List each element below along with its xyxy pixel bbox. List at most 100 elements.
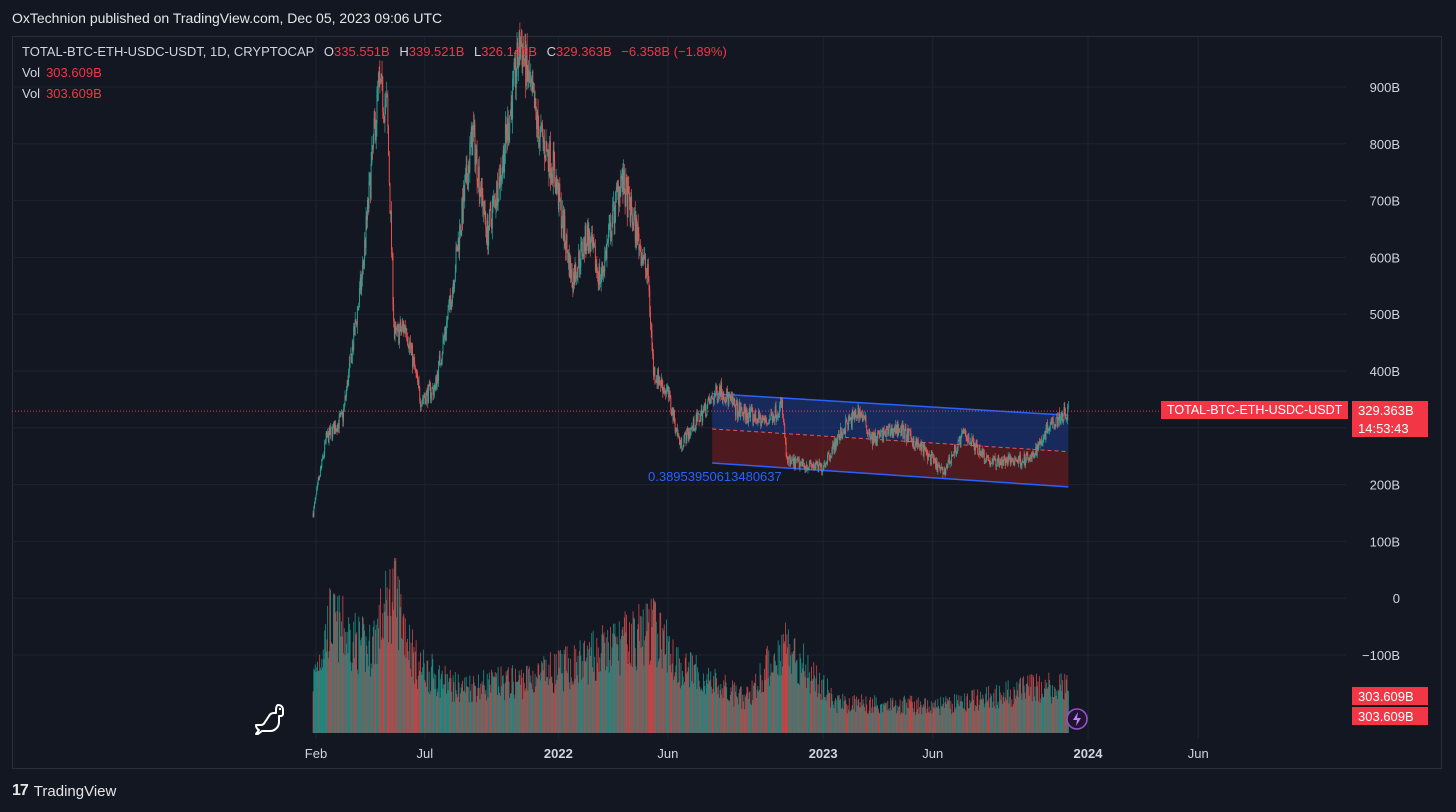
candle-body xyxy=(534,98,536,109)
candle-body xyxy=(570,257,572,280)
candle-body xyxy=(703,409,704,413)
volume-bar xyxy=(1033,676,1035,733)
candle-body xyxy=(342,413,344,422)
volume-bar xyxy=(703,680,705,733)
volume-bar xyxy=(980,691,982,733)
volume-bar xyxy=(340,621,342,733)
candle-body xyxy=(407,342,409,347)
lightning-icon[interactable] xyxy=(1065,707,1089,736)
volume-bar xyxy=(781,635,783,733)
candle-body xyxy=(543,140,545,143)
volume-bar xyxy=(875,697,877,733)
candle-body xyxy=(701,409,703,422)
volume-bar xyxy=(956,699,958,733)
candle-body xyxy=(453,283,455,289)
volume-bar xyxy=(412,652,414,733)
volume-bar xyxy=(986,701,988,733)
volume-bar xyxy=(658,658,660,733)
volume-bar xyxy=(782,634,784,733)
volume-bar xyxy=(816,696,818,733)
volume-bar xyxy=(524,691,526,733)
volume-bar xyxy=(356,669,358,733)
volume-bar xyxy=(361,616,363,733)
candle-body xyxy=(652,345,654,355)
candle-body xyxy=(835,438,837,450)
volume-bar xyxy=(880,704,881,733)
candle-body xyxy=(741,408,743,414)
volume-bar xyxy=(1054,686,1056,733)
volume-bar xyxy=(946,698,948,733)
volume-bar xyxy=(971,690,973,733)
candle-body xyxy=(932,454,934,458)
candle-body xyxy=(379,74,381,81)
volume-bar xyxy=(546,677,548,733)
volume-bar xyxy=(570,677,572,733)
candle-body xyxy=(848,416,850,421)
volume-bar xyxy=(314,664,316,733)
volume-bar xyxy=(485,690,487,733)
candle-body xyxy=(589,244,591,252)
volume-bar xyxy=(964,710,966,733)
candle-body xyxy=(1028,457,1030,461)
candle-body xyxy=(521,45,523,67)
volume-bar xyxy=(983,707,985,733)
candle-body xyxy=(729,395,731,397)
candle-body xyxy=(734,398,736,407)
candle-body xyxy=(544,140,546,158)
candle-body xyxy=(1007,455,1009,465)
volume-bar xyxy=(513,694,515,733)
volume-bar xyxy=(789,644,791,733)
candle-body xyxy=(959,436,961,445)
volume-bar xyxy=(340,636,342,733)
volume-bar xyxy=(369,624,371,733)
candle-body xyxy=(853,412,855,416)
volume-bar xyxy=(577,656,579,733)
candle-body xyxy=(377,86,379,90)
volume-bar xyxy=(744,709,746,733)
candle-body xyxy=(663,387,664,393)
candle-body xyxy=(767,423,769,425)
volume-bar xyxy=(1013,687,1015,733)
volume-bar xyxy=(717,694,719,733)
chart-frame[interactable] xyxy=(12,36,1442,769)
volume-bar xyxy=(620,639,622,733)
candle-body xyxy=(446,321,448,334)
volume-bar xyxy=(954,694,955,733)
volume-bar xyxy=(948,699,950,733)
candle-body xyxy=(335,428,337,432)
candle-body xyxy=(585,225,587,251)
candle-body xyxy=(974,446,976,451)
volume-bar xyxy=(848,698,850,733)
candle-body xyxy=(334,425,336,435)
volume-bar xyxy=(1017,696,1019,733)
candle-body xyxy=(609,222,611,225)
volume-bar xyxy=(796,659,798,733)
volume-bar xyxy=(707,683,709,733)
candle-body xyxy=(782,414,784,420)
volume-bar xyxy=(813,662,815,733)
candle-body xyxy=(968,437,970,445)
volume-bar xyxy=(844,696,846,733)
volume-bar xyxy=(438,669,440,733)
candle-body xyxy=(480,178,482,197)
volume-bar xyxy=(775,665,777,733)
volume-bar xyxy=(928,706,930,733)
volume-bar xyxy=(607,629,609,733)
candle-body xyxy=(613,201,614,205)
candle-body xyxy=(816,461,818,464)
volume-bar xyxy=(631,666,633,733)
volume-bar xyxy=(569,689,571,733)
volume-bar xyxy=(687,671,688,733)
volume-bar xyxy=(573,645,575,733)
volume-bar xyxy=(581,661,583,733)
footer-brand[interactable]: 17 TradingView xyxy=(12,782,116,800)
candle-body xyxy=(919,446,921,447)
candle-body xyxy=(645,270,647,271)
candle-body xyxy=(622,169,624,195)
candle-body xyxy=(383,111,384,117)
volume-bar xyxy=(1044,679,1046,733)
candle-body xyxy=(800,461,802,464)
volume-bar xyxy=(826,694,828,733)
candle-body xyxy=(770,413,772,420)
